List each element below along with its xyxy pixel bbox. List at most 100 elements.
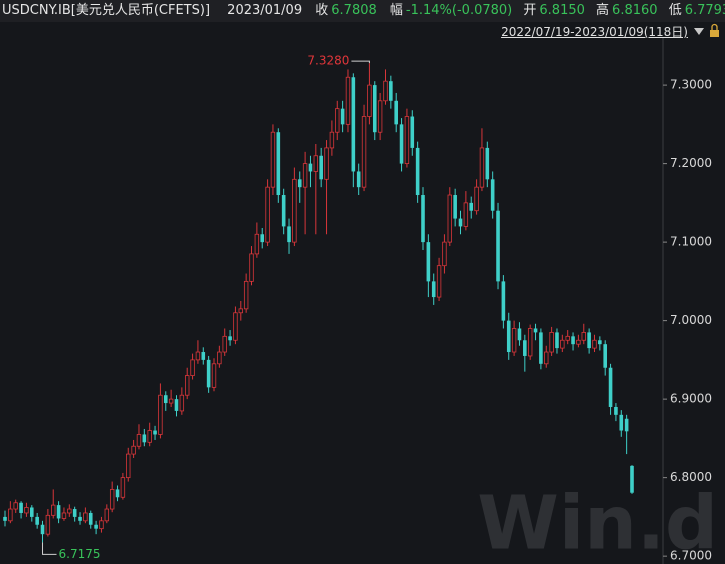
candle-body	[474, 186, 479, 212]
candle-body	[222, 335, 227, 353]
candle-body	[619, 414, 624, 431]
candle-body	[254, 233, 260, 255]
candle-body	[51, 504, 56, 516]
candle-body	[158, 394, 163, 435]
candle-body	[8, 508, 13, 522]
candle-body	[485, 147, 490, 180]
candle-body	[201, 352, 206, 360]
label: 低	[668, 3, 682, 18]
candle-body	[243, 280, 249, 310]
candle-body	[490, 179, 495, 211]
candle-body	[3, 516, 7, 521]
candle-body	[168, 398, 174, 404]
candle-body	[40, 524, 45, 535]
value: 6.8160	[612, 3, 658, 18]
y-tick-label: 6.9000	[670, 392, 712, 406]
candle-body	[356, 171, 361, 188]
candle-body	[533, 328, 538, 333]
candle-body	[297, 179, 302, 188]
lock-icon-shackle	[711, 23, 718, 30]
candle-body	[292, 178, 297, 243]
annotation-label: 7.3280	[307, 54, 349, 68]
candle-body	[560, 339, 565, 349]
candle-body	[120, 477, 126, 498]
symbol: USDCNY.IB[美元兑人民币(CFETS)]	[2, 3, 211, 18]
lock-icon[interactable]	[710, 30, 719, 37]
candle-body	[549, 332, 554, 353]
candle-body	[523, 340, 527, 356]
candle-body	[421, 195, 425, 243]
candle-body	[153, 430, 157, 435]
candle-body	[431, 281, 436, 298]
candle-body	[260, 234, 265, 243]
candle-body	[555, 332, 559, 349]
annotation-arrow	[42, 542, 57, 555]
candle-body	[276, 132, 281, 196]
label: 收	[315, 3, 329, 18]
candle-body	[287, 226, 291, 243]
candle-body	[13, 502, 18, 510]
candle-body	[527, 328, 533, 357]
candle-body	[335, 108, 340, 133]
candle-body	[469, 202, 474, 211]
candle-body	[302, 163, 308, 188]
candle-body	[383, 80, 388, 102]
candle-body	[56, 505, 61, 519]
candle-body	[399, 124, 404, 164]
date-range[interactable]: 2022/07/19-2023/01/09(118日)	[501, 25, 688, 39]
candle-body	[389, 81, 393, 101]
candle-body	[211, 363, 217, 388]
candle-body	[179, 394, 185, 412]
candle-body	[72, 509, 77, 517]
candle-body	[496, 210, 500, 282]
candle-body	[506, 320, 511, 353]
candle-body	[372, 85, 377, 133]
candle-body	[265, 186, 270, 243]
candle-body	[270, 131, 276, 188]
label: 幅	[389, 3, 403, 18]
candle-body	[426, 242, 431, 282]
candle-body	[587, 332, 591, 349]
candle-body	[458, 218, 463, 227]
candle-body	[78, 516, 82, 521]
candle-body	[608, 367, 613, 407]
y-tick-label: 6.7000	[670, 549, 712, 563]
candle-body	[83, 512, 88, 522]
candle-body	[206, 359, 211, 388]
candle-body	[281, 195, 286, 227]
candle-body	[511, 328, 517, 353]
candle-body	[436, 265, 442, 298]
candle-body	[447, 194, 452, 243]
candle-body	[109, 489, 115, 510]
header-bar: USDCNY.IB[美元兑人民币(CFETS)] 2023/01/09 收 6.7…	[0, 0, 725, 22]
candle-body	[351, 77, 356, 172]
candle-body	[104, 508, 110, 522]
y-tick-label: 7.1000	[670, 235, 712, 249]
value: 6.8150	[539, 3, 585, 18]
candle-body	[142, 434, 147, 443]
date: 2023/01/09	[227, 3, 303, 18]
candle-body	[377, 100, 383, 133]
value: 6.7793	[684, 3, 725, 18]
candle-body	[329, 131, 335, 149]
candle-body	[35, 516, 39, 525]
candle-body	[29, 507, 34, 517]
candle-body	[463, 202, 469, 227]
dropdown-icon[interactable]	[694, 28, 704, 35]
candle-body	[308, 163, 313, 172]
candle-body	[195, 351, 201, 361]
candle-body	[238, 308, 243, 314]
value: 6.7808	[331, 3, 377, 18]
candle-body	[565, 335, 570, 341]
candle-body	[367, 84, 372, 117]
candle-body	[442, 241, 447, 267]
candle-body	[313, 155, 319, 172]
candle-body	[61, 512, 67, 519]
candle-body	[115, 489, 120, 498]
candle-body	[581, 332, 586, 341]
annotation-arrow	[351, 60, 370, 64]
candle-body	[24, 507, 29, 514]
label: 高	[596, 3, 610, 18]
candle-body	[501, 281, 506, 321]
